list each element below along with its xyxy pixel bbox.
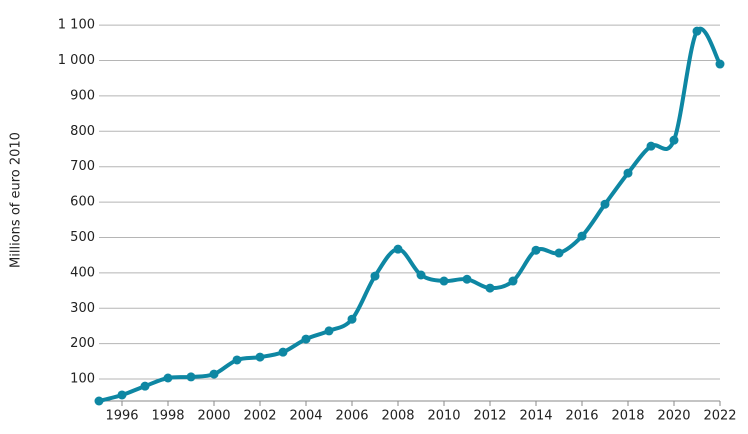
point — [692, 26, 702, 36]
point — [439, 276, 449, 286]
point — [324, 326, 334, 336]
x-tick-label: 1998 — [151, 409, 184, 424]
line — [98, 26, 722, 403]
point — [186, 372, 196, 382]
x-tick-label: 2002 — [243, 409, 276, 424]
point — [232, 355, 242, 365]
point — [278, 347, 288, 357]
point — [508, 276, 518, 286]
y-tick-label: 800 — [70, 124, 95, 139]
point — [370, 271, 380, 281]
y-tick-label: 600 — [70, 195, 95, 210]
y-axis-label: Millions of euro 2010 — [9, 132, 24, 268]
x-tick-label: 2000 — [197, 409, 230, 424]
point — [393, 244, 403, 254]
point — [577, 231, 587, 241]
point — [462, 274, 472, 284]
y-tick-label: 100 — [70, 372, 95, 387]
point — [301, 334, 311, 344]
y-tick-label: 700 — [70, 159, 95, 174]
point — [140, 381, 150, 391]
y-tick-label: 300 — [70, 301, 95, 316]
x-tick-label: 2008 — [381, 409, 414, 424]
x-tick-label: 2018 — [611, 409, 644, 424]
y-tick-label: 500 — [70, 230, 95, 245]
x-tick-label: 2006 — [335, 409, 368, 424]
point — [600, 199, 610, 209]
x-tick-label: 2014 — [519, 409, 552, 424]
point — [715, 59, 725, 69]
x-tick-label: 2010 — [427, 409, 460, 424]
point — [669, 135, 679, 145]
y-tick-label: 1 000 — [58, 53, 95, 68]
point — [163, 373, 173, 383]
point — [416, 270, 426, 280]
y-tick-label: 1 100 — [58, 18, 95, 33]
x-tick-label: 2012 — [473, 409, 506, 424]
x-tick-label: 2004 — [289, 409, 322, 424]
x-tick-label: 2016 — [565, 409, 598, 424]
x-tick-label: 2022 — [703, 409, 736, 424]
point — [347, 314, 357, 324]
point — [485, 283, 495, 293]
y-tick-label: 200 — [70, 336, 95, 351]
x-tick-label: 2020 — [657, 409, 690, 424]
point — [646, 141, 656, 151]
point — [94, 396, 104, 406]
point — [554, 248, 564, 258]
x-tick-label: 1996 — [105, 409, 138, 424]
y-tick-label: 900 — [70, 88, 95, 103]
point — [623, 168, 633, 178]
y-tick-label: 400 — [70, 265, 95, 280]
point — [209, 369, 219, 379]
point — [531, 245, 541, 255]
point — [255, 352, 265, 362]
point — [117, 390, 127, 400]
